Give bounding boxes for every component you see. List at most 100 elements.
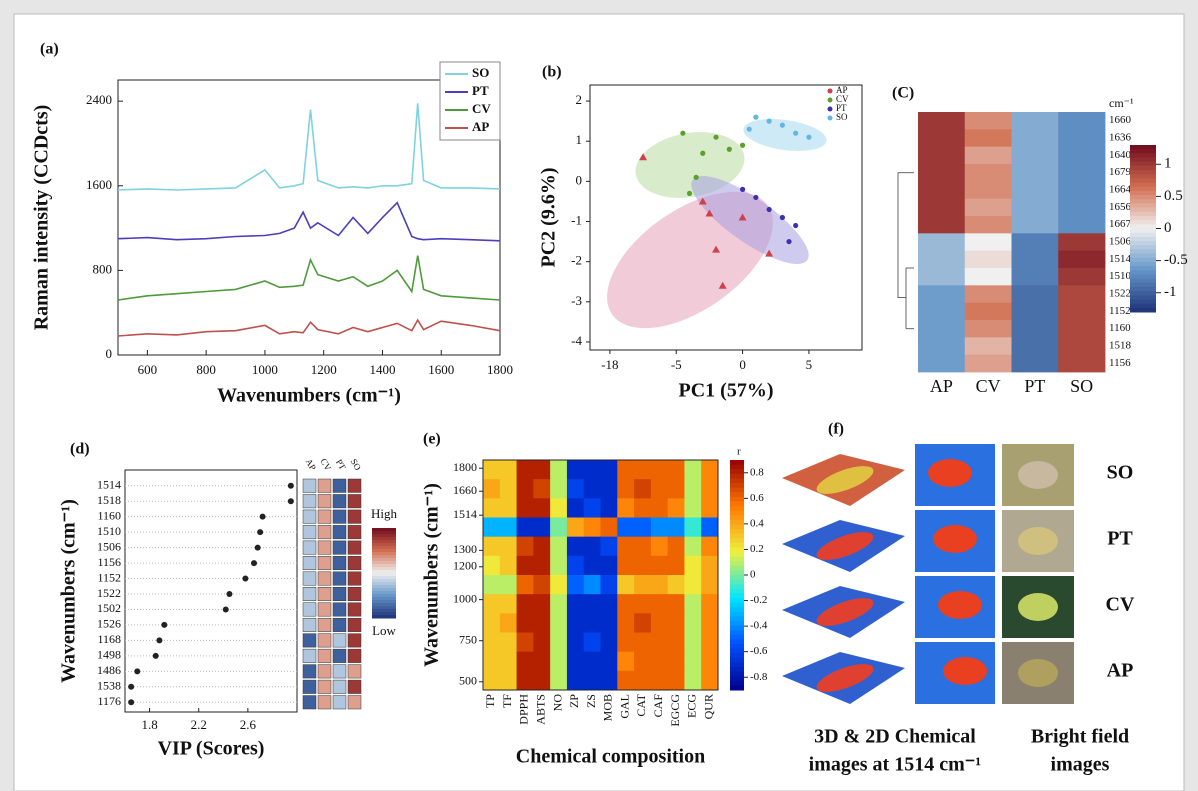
heat-cell <box>600 517 618 538</box>
heat-cell <box>964 198 1012 217</box>
x-tick-label: 800 <box>196 362 216 377</box>
chemical-blob <box>938 591 982 619</box>
colorbar-slice <box>730 653 744 659</box>
heat-cell <box>317 617 332 632</box>
heat-cell <box>1058 337 1106 356</box>
heat-cell <box>617 517 635 538</box>
y-tick-label: 1538 <box>97 679 121 693</box>
heat-cell <box>918 337 966 356</box>
heat-cell <box>1011 268 1059 286</box>
dot <box>259 513 266 520</box>
row-label: 1506 <box>1109 236 1132 248</box>
heat-cell <box>650 613 669 633</box>
heat-cell <box>483 517 501 538</box>
y-tick-label: 1300 <box>453 542 477 556</box>
colorbar-slice <box>730 519 744 525</box>
column-label: AP <box>930 376 953 396</box>
colorbar-slice <box>730 561 744 567</box>
heat-cell <box>634 632 652 653</box>
colorbar-slice <box>1130 282 1156 288</box>
dot <box>156 637 163 644</box>
plot-frame <box>124 469 298 713</box>
heat-cell <box>550 632 568 653</box>
y-tick-label: 1506 <box>97 539 121 553</box>
column-label: GAL <box>617 694 631 719</box>
colorbar-slice <box>730 657 744 663</box>
dot <box>242 575 249 582</box>
heat-cell <box>918 354 966 373</box>
heat-cell <box>964 285 1012 304</box>
heat-cell <box>317 494 332 509</box>
heat-cell <box>483 479 501 499</box>
colorbar-slice <box>730 492 744 498</box>
colorbar-slice <box>1130 245 1156 250</box>
colorbar-slice <box>1130 190 1156 196</box>
colorbar-slice <box>1130 178 1156 184</box>
heat-cell <box>302 648 317 663</box>
dot <box>222 606 229 613</box>
colorbar-slice <box>730 575 744 581</box>
heat-cell <box>634 460 652 480</box>
heat-cell <box>583 632 601 653</box>
heat-cell <box>516 479 534 499</box>
heat-cell <box>1011 285 1059 304</box>
heat-cell <box>667 670 685 691</box>
x-tick-label: 600 <box>138 362 158 377</box>
heat-cell <box>701 536 719 557</box>
heat-cell <box>1011 112 1059 130</box>
colorbar-slice <box>372 609 396 613</box>
colorbar-slice <box>730 588 744 594</box>
heat-cell <box>317 540 332 555</box>
colorbar-slice <box>730 547 744 553</box>
colorbar-slice <box>730 685 744 691</box>
heat-cell <box>918 285 966 304</box>
heat-cell <box>600 498 618 518</box>
heat-cell <box>566 555 585 576</box>
heat-cell <box>533 651 551 672</box>
y-tick-label: 1000 <box>453 591 477 605</box>
colorbar-slice <box>730 542 744 548</box>
y-tick-label: 1510 <box>97 524 121 538</box>
y-tick-label: 1502 <box>97 601 121 615</box>
heat-cell <box>332 633 347 648</box>
legend-label: CV <box>472 101 491 116</box>
heat-cell <box>667 517 685 538</box>
colorbar-slice <box>372 558 396 562</box>
colorbar-slice <box>1130 278 1156 284</box>
confidence-ellipse <box>691 175 809 265</box>
panel-label: (f) <box>828 421 844 438</box>
heat-cell <box>499 613 517 633</box>
heat-cell <box>1058 129 1106 148</box>
colorbar-slice <box>1130 257 1156 263</box>
y-tick-label: -3 <box>571 293 582 308</box>
x-tick-label: 1200 <box>311 362 337 377</box>
colorbar-slice <box>1130 149 1156 154</box>
heat-cell <box>701 594 719 614</box>
heat-cell <box>650 555 669 576</box>
heat-cell <box>317 478 332 493</box>
point <box>718 281 727 289</box>
heat-cell <box>302 556 317 571</box>
heat-cell <box>964 337 1012 356</box>
heat-cell <box>533 632 551 653</box>
row-label: 1656 <box>1109 201 1132 213</box>
colorbar-slice <box>730 616 744 622</box>
heat-cell <box>499 536 517 557</box>
heat-cell <box>964 164 1012 182</box>
panel-label: (a) <box>40 41 59 58</box>
column-label: DPPH <box>517 694 531 725</box>
heat-cell <box>667 536 685 557</box>
chemical-blob <box>933 525 977 553</box>
heat-cell <box>499 575 517 595</box>
heat-cell <box>317 509 332 524</box>
heat-cell <box>566 517 585 538</box>
heat-cell <box>483 536 501 557</box>
colorbar-slice <box>730 570 744 576</box>
heat-cell <box>332 494 347 509</box>
caption: 3D & 2D Chemical <box>814 726 976 748</box>
plot-frame <box>589 84 863 351</box>
colorbar-tick-label: 0.5 <box>1164 188 1183 204</box>
heat-cell <box>650 651 669 672</box>
y-tick-label: 1800 <box>453 460 477 474</box>
heat-cell <box>317 525 332 540</box>
